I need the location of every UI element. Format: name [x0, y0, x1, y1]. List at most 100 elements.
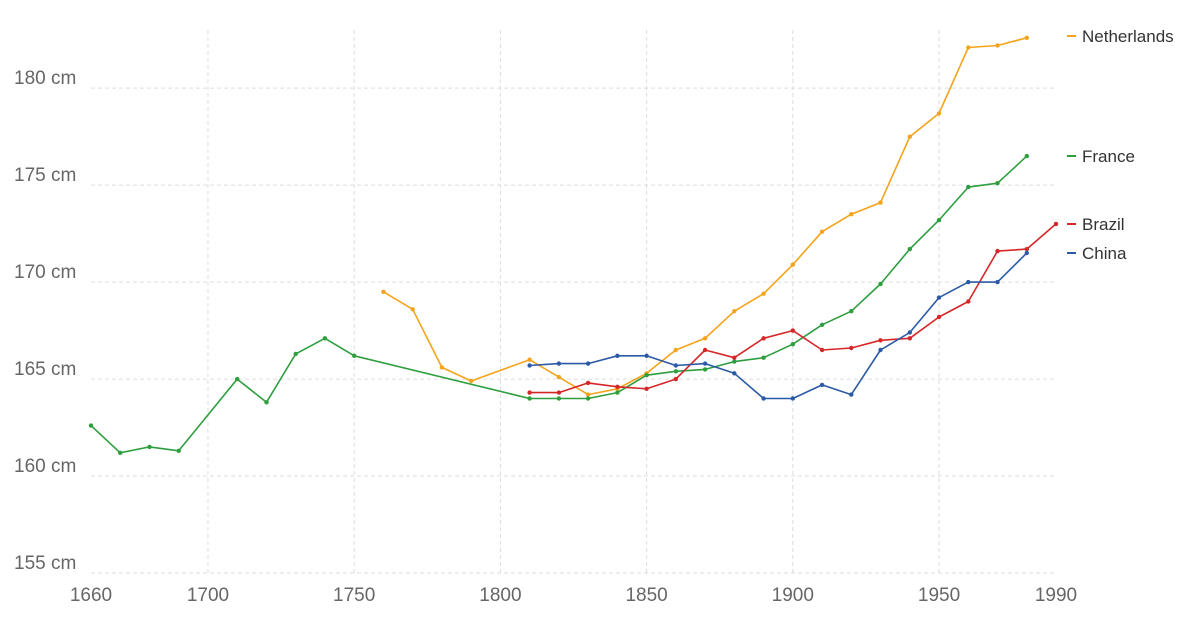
data-point-china[interactable] [1024, 250, 1030, 256]
data-point-china[interactable] [615, 353, 620, 358]
series-line-france[interactable] [90, 155, 1028, 454]
x-tick-label: 1990 [1035, 585, 1077, 606]
series-netherlands [381, 35, 1030, 397]
data-point-france[interactable] [293, 351, 298, 357]
data-point-brazil[interactable] [644, 386, 649, 391]
data-point-china[interactable] [761, 396, 766, 401]
data-point-china[interactable] [936, 295, 942, 300]
data-point-brazil[interactable] [615, 384, 620, 389]
data-point-china[interactable] [966, 279, 971, 285]
data-point-china[interactable] [790, 396, 795, 401]
data-point-netherlands[interactable] [556, 374, 562, 380]
data-point-china[interactable] [644, 353, 649, 358]
data-point-france[interactable] [264, 400, 269, 405]
data-point-france[interactable] [966, 184, 971, 190]
legend-item-france[interactable]: France [1067, 147, 1135, 166]
data-point-france[interactable] [673, 369, 678, 374]
data-point-china[interactable] [907, 330, 912, 335]
data-point-netherlands[interactable] [439, 365, 445, 370]
legend: Netherlands France Brazil China [1067, 27, 1174, 263]
data-point-france[interactable] [878, 281, 883, 287]
data-point-netherlands[interactable] [995, 43, 1000, 48]
data-point-china[interactable] [849, 392, 854, 397]
data-point-brazil[interactable] [907, 336, 912, 341]
data-point-netherlands[interactable] [673, 347, 678, 353]
data-point-france[interactable] [235, 376, 240, 382]
data-point-brazil[interactable] [761, 336, 766, 341]
data-point-netherlands[interactable] [819, 229, 825, 234]
data-point-france[interactable] [761, 355, 766, 360]
data-point-china[interactable] [702, 361, 708, 366]
y-tick-label: 160 cm [14, 456, 76, 477]
data-point-netherlands[interactable] [527, 357, 532, 362]
data-point-brazil[interactable] [732, 355, 737, 360]
data-point-france[interactable] [907, 246, 912, 252]
series-line-china[interactable] [528, 252, 1028, 400]
data-point-china[interactable] [732, 371, 737, 376]
data-point-netherlands[interactable] [936, 111, 942, 116]
series [88, 35, 1059, 455]
data-point-france[interactable] [615, 390, 620, 395]
data-point-france[interactable] [936, 217, 942, 223]
data-point-france[interactable] [352, 353, 357, 358]
data-point-brazil[interactable] [790, 328, 795, 333]
data-point-france[interactable] [644, 373, 649, 378]
data-point-netherlands[interactable] [410, 307, 415, 312]
legend-item-netherlands[interactable]: Netherlands [1067, 27, 1174, 46]
data-point-france[interactable] [88, 423, 94, 428]
data-point-france[interactable] [819, 322, 825, 327]
data-point-netherlands[interactable] [585, 392, 591, 397]
x-tick-label: 1660 [70, 585, 112, 606]
legend-item-brazil[interactable]: Brazil [1067, 215, 1125, 234]
data-point-china[interactable] [819, 382, 825, 388]
data-point-france[interactable] [790, 342, 795, 347]
data-point-france[interactable] [995, 181, 1000, 186]
data-point-netherlands[interactable] [702, 336, 708, 341]
data-point-brazil[interactable] [995, 248, 1000, 254]
data-point-france[interactable] [176, 448, 181, 453]
data-point-brazil[interactable] [1024, 246, 1030, 252]
data-point-brazil[interactable] [849, 345, 854, 351]
data-point-brazil[interactable] [936, 314, 942, 320]
data-point-france[interactable] [118, 450, 123, 455]
data-point-netherlands[interactable] [849, 212, 854, 217]
data-point-france[interactable] [322, 336, 328, 341]
data-point-brazil[interactable] [585, 380, 591, 386]
data-point-netherlands[interactable] [761, 291, 766, 296]
legend-item-china[interactable]: China [1067, 244, 1127, 263]
data-point-france[interactable] [585, 396, 591, 401]
data-point-brazil[interactable] [966, 299, 971, 304]
data-point-netherlands[interactable] [907, 134, 912, 139]
data-point-china[interactable] [995, 279, 1000, 285]
data-point-china[interactable] [556, 361, 562, 366]
data-point-netherlands[interactable] [966, 45, 971, 50]
data-point-brazil[interactable] [673, 376, 678, 382]
data-point-netherlands[interactable] [790, 262, 795, 267]
data-point-china[interactable] [673, 363, 678, 368]
series-line-netherlands[interactable] [382, 37, 1028, 396]
data-point-netherlands[interactable] [381, 289, 386, 294]
data-point-france[interactable] [732, 359, 737, 364]
data-point-china[interactable] [585, 361, 591, 366]
data-point-brazil[interactable] [527, 390, 532, 395]
data-point-netherlands[interactable] [732, 309, 737, 314]
data-point-france[interactable] [556, 396, 562, 401]
data-point-brazil[interactable] [556, 390, 562, 395]
data-point-netherlands[interactable] [1024, 35, 1030, 40]
data-point-france[interactable] [1024, 153, 1030, 159]
data-point-france[interactable] [527, 396, 532, 401]
series-china [527, 250, 1030, 401]
data-point-brazil[interactable] [819, 347, 825, 353]
data-point-netherlands[interactable] [469, 378, 474, 384]
y-tick-label: 155 cm [14, 553, 76, 574]
data-point-brazil[interactable] [702, 347, 708, 353]
data-point-france[interactable] [147, 444, 152, 450]
data-point-china[interactable] [878, 347, 883, 353]
data-point-netherlands[interactable] [878, 200, 883, 205]
data-point-china[interactable] [527, 363, 532, 368]
data-point-brazil[interactable] [878, 338, 883, 343]
data-point-france[interactable] [702, 367, 708, 372]
data-point-brazil[interactable] [1053, 221, 1059, 227]
data-point-france[interactable] [849, 309, 854, 314]
legend-label: France [1082, 147, 1135, 166]
